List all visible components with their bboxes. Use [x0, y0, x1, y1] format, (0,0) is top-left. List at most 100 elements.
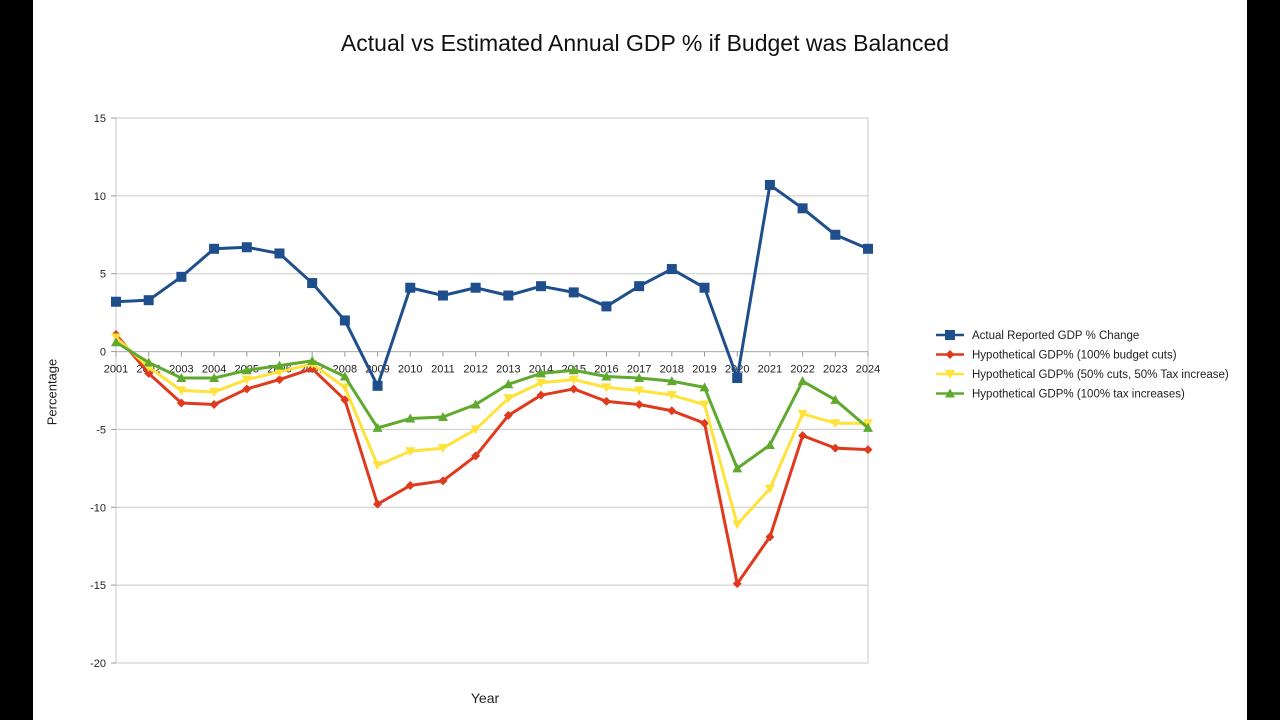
data-point-series-2 — [634, 386, 645, 396]
data-point-series-3 — [405, 413, 416, 423]
data-point-series-1 — [209, 400, 219, 410]
data-point-series-3 — [764, 440, 775, 449]
data-point-series-3 — [536, 368, 547, 378]
data-point-series-3 — [209, 373, 220, 383]
data-point-series-3 — [797, 376, 808, 386]
legend-marker — [945, 370, 955, 379]
legend-marker — [945, 330, 955, 340]
y-tick-label: 0 — [100, 347, 106, 359]
data-point-series-2 — [764, 484, 775, 494]
data-point-series-2 — [176, 386, 187, 396]
data-point-series-0 — [470, 282, 481, 293]
data-point-series-1 — [176, 398, 186, 408]
data-point-series-1 — [765, 532, 775, 542]
y-tick-label: -20 — [90, 658, 106, 670]
data-point-series-1 — [471, 451, 481, 461]
data-point-series-3 — [372, 422, 383, 432]
x-tick-label: 2021 — [758, 364, 782, 376]
x-tick-label: 2024 — [856, 364, 880, 376]
y-tick-label: -15 — [90, 580, 106, 592]
x-tick-label: 2010 — [398, 364, 422, 376]
legend-label: Hypothetical GDP% (100% budget cuts) — [972, 350, 1177, 362]
data-point-series-2 — [601, 383, 612, 393]
data-point-series-3 — [732, 463, 743, 473]
data-point-series-1 — [274, 375, 284, 385]
x-tick-label: 2001 — [104, 364, 128, 376]
data-point-series-3 — [274, 360, 285, 370]
data-point-series-2 — [470, 425, 481, 435]
data-point-series-2 — [732, 520, 743, 530]
x-tick-label: 2011 — [431, 364, 455, 376]
x-tick-label: 2017 — [627, 364, 651, 376]
data-point-series-3 — [143, 357, 154, 367]
data-point-series-1 — [732, 579, 742, 589]
series-line-0 — [115, 183, 869, 388]
series-line-1 — [114, 333, 869, 586]
data-point-series-0 — [209, 243, 220, 254]
data-point-series-3 — [568, 365, 579, 375]
x-tick-label: 2003 — [169, 364, 193, 376]
plot-area — [115, 117, 869, 664]
data-point-series-3 — [176, 373, 187, 383]
data-point-series-0 — [143, 295, 154, 306]
data-point-series-0 — [176, 271, 187, 282]
legend-label: Hypothetical GDP% (50% cuts, 50% Tax inc… — [972, 369, 1229, 381]
x-tick-label: 2023 — [823, 364, 847, 376]
x-tick-label: 2013 — [496, 364, 520, 376]
data-point-series-1 — [798, 431, 808, 441]
data-point-series-2 — [209, 388, 220, 398]
data-point-series-1 — [503, 410, 513, 420]
legend-label: Hypothetical GDP% (100% tax increases) — [972, 389, 1185, 401]
data-point-series-0 — [437, 290, 448, 301]
data-point-series-1 — [242, 384, 252, 394]
data-point-series-3 — [111, 337, 121, 347]
data-point-series-0 — [307, 278, 318, 289]
data-point-series-0 — [830, 229, 841, 240]
x-tick-label: 2012 — [463, 364, 487, 376]
data-point-series-2 — [405, 447, 416, 457]
data-point-series-3 — [470, 399, 481, 409]
data-point-series-0 — [111, 296, 121, 307]
data-point-series-3 — [307, 355, 318, 365]
data-point-series-3 — [634, 373, 645, 383]
data-point-series-2 — [339, 383, 350, 393]
legend-marker — [945, 388, 955, 398]
x-tick-label: 2004 — [202, 364, 226, 376]
data-point-series-1 — [863, 445, 873, 455]
data-point-series-2 — [274, 367, 285, 377]
data-point-series-3 — [241, 365, 252, 375]
y-tick-label: 10 — [94, 191, 106, 203]
data-point-series-0 — [601, 301, 612, 312]
data-point-series-1 — [438, 476, 448, 486]
data-point-series-2 — [830, 419, 841, 429]
data-point-series-1 — [536, 390, 546, 400]
data-point-series-2 — [241, 375, 252, 385]
data-point-series-3 — [339, 371, 350, 381]
data-point-series-0 — [568, 287, 579, 298]
x-tick-label: 2022 — [790, 364, 814, 376]
series-line-2 — [114, 336, 868, 526]
data-point-series-0 — [699, 282, 710, 293]
data-point-series-2 — [568, 375, 579, 385]
data-point-series-2 — [666, 391, 677, 401]
data-point-series-0 — [764, 179, 775, 190]
data-point-series-1 — [405, 480, 415, 490]
data-point-series-1 — [830, 443, 840, 453]
data-point-series-3 — [830, 394, 841, 404]
x-tick-label: 2018 — [660, 364, 684, 376]
data-point-series-0 — [797, 203, 808, 214]
data-point-series-1 — [667, 406, 677, 416]
data-point-series-0 — [405, 282, 416, 293]
data-point-series-1 — [634, 400, 644, 410]
data-point-series-0 — [274, 248, 285, 259]
y-tick-label: -10 — [90, 502, 106, 514]
data-point-series-1 — [601, 396, 611, 406]
data-point-series-3 — [503, 379, 514, 389]
data-point-series-0 — [241, 242, 252, 253]
data-point-series-3 — [699, 382, 710, 392]
data-point-series-1 — [340, 395, 350, 405]
data-point-series-0 — [666, 264, 677, 275]
data-point-series-1 — [700, 418, 710, 428]
slide-background — [33, 0, 1247, 720]
